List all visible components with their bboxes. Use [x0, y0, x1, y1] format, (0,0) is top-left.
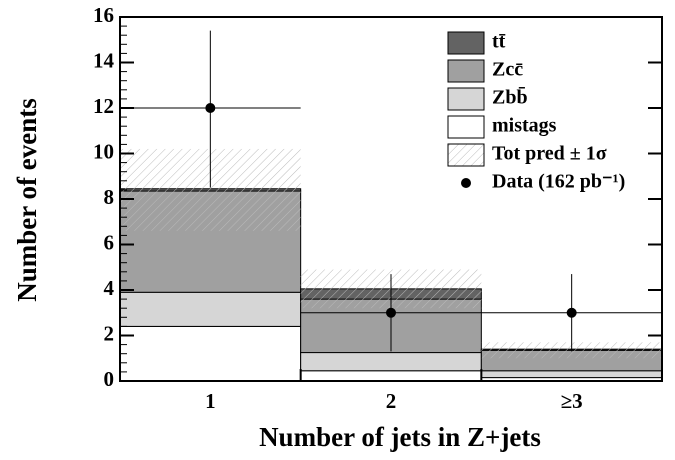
- bar-segment: [300, 370, 482, 382]
- legend-swatch: [447, 87, 485, 111]
- legend-label: Zbb̄: [492, 86, 528, 109]
- x-tick-label: 1: [205, 389, 216, 413]
- x-tick-label: ≥3: [561, 389, 583, 413]
- data-point: [386, 307, 396, 318]
- y-tick-label: 10: [93, 139, 114, 163]
- y-tick-label: 6: [104, 230, 115, 254]
- bar-segment: [119, 291, 302, 327]
- legend-label: mistags: [492, 115, 557, 137]
- legend-swatch: [447, 143, 485, 167]
- x-tick-label: 2: [386, 389, 397, 413]
- legend-swatch: [447, 115, 485, 139]
- y-tick-label: 8: [104, 185, 115, 209]
- x-axis-title: Number of jets in Z+jets: [259, 422, 541, 452]
- y-tick-label: 4: [104, 276, 115, 300]
- legend-label: Tot pred ± 1σ: [492, 143, 607, 165]
- data-point: [566, 307, 577, 318]
- legend-label: tt̄: [492, 31, 506, 53]
- y-tick-label: 2: [104, 321, 115, 345]
- legend-marker: [461, 178, 471, 188]
- y-tick-label: 16: [93, 3, 114, 27]
- y-axis-title: Number of events: [12, 98, 42, 301]
- data-point: [205, 103, 216, 113]
- y-tick-label: 0: [104, 367, 115, 391]
- legend-swatch: [447, 31, 485, 55]
- bar-segment: [300, 352, 482, 372]
- legend-label: Data (162 pb⁻¹): [492, 171, 625, 193]
- bar-segment: [119, 325, 302, 382]
- bar-segment: [480, 370, 663, 379]
- y-tick-label: 14: [93, 48, 115, 72]
- legend-swatch: [447, 59, 485, 83]
- legend-label: Zcc̄: [492, 59, 523, 81]
- y-tick-label: 12: [93, 94, 114, 118]
